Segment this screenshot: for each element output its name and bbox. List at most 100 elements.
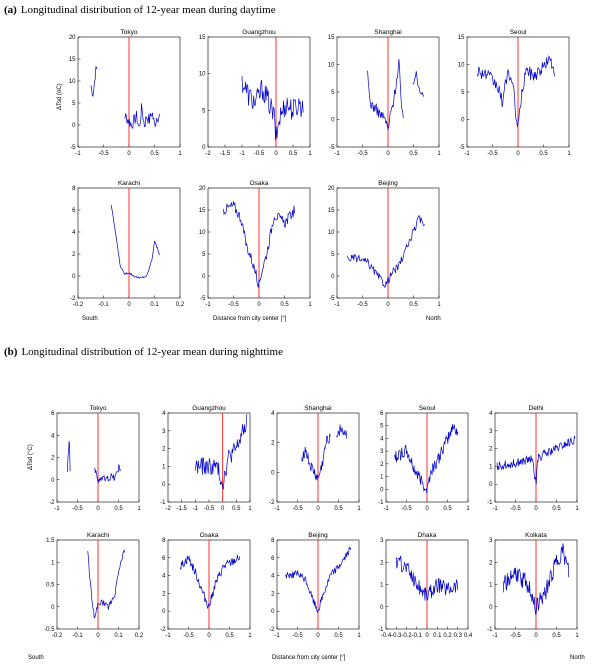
y-tick-label: -2 bbox=[70, 296, 76, 302]
series-line bbox=[285, 546, 352, 613]
y-tick-label: 6 bbox=[72, 208, 76, 214]
x-tick-label: 0 bbox=[425, 633, 429, 639]
x-tick-label: 0.5 bbox=[334, 506, 343, 512]
chart-6: Beijing -1 -0.5 0 0.5 1 -5 0 5 10 15 20 bbox=[328, 180, 442, 308]
chart-title: Beijing bbox=[378, 180, 398, 187]
y-tick-label: 20 bbox=[328, 186, 335, 192]
y-tick-label: 5 bbox=[461, 90, 465, 96]
x-tick-label: -1 bbox=[464, 151, 470, 157]
chart-title: Dhaka bbox=[418, 532, 437, 539]
y-tick-label: 2 bbox=[72, 252, 76, 258]
x-tick-label: -0.5 bbox=[292, 506, 303, 512]
y-tick-label: 0 bbox=[162, 609, 166, 615]
y-tick-label: -5 bbox=[70, 145, 76, 151]
x-tick-label: 0 bbox=[221, 506, 225, 512]
y-tick-label: -0.5 bbox=[44, 627, 55, 633]
series-line bbox=[496, 435, 576, 485]
chart-3: Seoul -1 -0.5 0 0.5 1 -5 0 5 10 15 bbox=[458, 29, 572, 157]
x-tick-label: 0.5 bbox=[409, 151, 418, 157]
x-tick-label: 0.3 bbox=[454, 633, 463, 639]
y-tick-label: 20 bbox=[199, 186, 206, 192]
x-tick-label: 0.4 bbox=[464, 633, 473, 639]
y-tick-label: 0 bbox=[51, 478, 55, 484]
x-tick-label: 1 bbox=[178, 151, 182, 157]
y-tick-label: 5 bbox=[202, 108, 206, 114]
y-tick-label: -5 bbox=[200, 296, 206, 302]
series-line bbox=[476, 54, 556, 127]
x-tick-label: -1 bbox=[334, 302, 340, 308]
y-tick-label: 3 bbox=[380, 449, 384, 455]
y-tick-label: 5 bbox=[380, 424, 384, 430]
x-tick-label: 0.1 bbox=[433, 633, 442, 639]
y-tick-label: 10 bbox=[458, 63, 465, 69]
series-line bbox=[222, 201, 296, 288]
x-tick-label: -1 bbox=[54, 506, 60, 512]
y-tick-label: 4 bbox=[162, 411, 166, 417]
x-tick-label: -0.2 bbox=[73, 302, 84, 308]
chart-14: Beijing -1 -0.5 0 0.5 1 -2 0 2 4 6 8 bbox=[269, 532, 361, 639]
x-tick-label: -0.2 bbox=[401, 633, 412, 639]
series-line bbox=[301, 433, 331, 481]
y-tick-label: 1 bbox=[51, 560, 55, 566]
y-tick-label: 10 bbox=[199, 72, 206, 78]
chart-title: Osaka bbox=[200, 532, 219, 539]
section-b-letter: (b) bbox=[4, 346, 18, 358]
x-tick-label: 1 bbox=[308, 302, 312, 308]
y-tick-label: 8 bbox=[162, 538, 166, 544]
y-tick-label: -5 bbox=[329, 145, 335, 151]
y-tick-label: -2 bbox=[160, 627, 166, 633]
chart-title: Karachi bbox=[118, 180, 140, 187]
x-tick-label: -2 bbox=[205, 151, 211, 157]
x-tick-label: 1 bbox=[567, 151, 571, 157]
x-tick-label: 0.5 bbox=[114, 506, 123, 512]
x-tick-label: -1 bbox=[274, 506, 280, 512]
x-tick-label: -0.5 bbox=[292, 633, 303, 639]
y-tick-label: 5 bbox=[331, 252, 335, 258]
y-tick-label: 2 bbox=[271, 441, 275, 447]
y-tick-label: -1 bbox=[487, 500, 493, 506]
x-tick-label: -0.5 bbox=[510, 633, 521, 639]
series-line bbox=[124, 103, 160, 129]
y-tick-label: 4 bbox=[51, 433, 55, 439]
x-tick-label: -1 bbox=[165, 633, 171, 639]
x-tick-label: 1 bbox=[575, 506, 579, 512]
y-tick-label: 15 bbox=[328, 208, 335, 214]
series-line bbox=[241, 75, 304, 141]
x-tick-label: 0 bbox=[516, 151, 520, 157]
x-tick-label: -0.5 bbox=[183, 633, 194, 639]
y-tick-label: -5 bbox=[459, 145, 465, 151]
x-tick-label: -0.1 bbox=[412, 633, 423, 639]
x-tick-label: 1 bbox=[357, 506, 361, 512]
series-line bbox=[367, 58, 404, 131]
y-tick-label: 0 bbox=[72, 274, 76, 280]
x-tick-label: -1 bbox=[239, 151, 245, 157]
y-tick-label: 2 bbox=[489, 447, 493, 453]
x-tick-label: 1 bbox=[248, 506, 252, 512]
series-line bbox=[346, 215, 425, 288]
y-tick-label: -1 bbox=[487, 627, 493, 633]
series-line bbox=[87, 549, 125, 619]
y-tick-label: 10 bbox=[328, 63, 335, 69]
x-tick-label: 1 bbox=[308, 151, 312, 157]
y-tick-label: 1 bbox=[489, 464, 493, 470]
section-b-title: Longitudinal distribution of 12-year mea… bbox=[21, 346, 283, 358]
x-tick-label: 0.5 bbox=[150, 151, 159, 157]
series-line bbox=[502, 543, 570, 616]
footer-south-a: South bbox=[82, 316, 98, 322]
x-tick-label: 0.1 bbox=[150, 302, 159, 308]
y-tick-label: 6 bbox=[271, 556, 275, 562]
section-a-heading: (a) Longitudinal distribution of 12-year … bbox=[4, 4, 276, 16]
y-tick-label: 2 bbox=[162, 591, 166, 597]
x-tick-label: 0.2 bbox=[443, 633, 452, 639]
x-tick-label: -1 bbox=[334, 151, 340, 157]
y-tick-label: 10 bbox=[328, 230, 335, 236]
x-tick-label: -0.5 bbox=[254, 151, 265, 157]
x-tick-label: 0 bbox=[127, 302, 131, 308]
chart-title: Shanghai bbox=[304, 405, 331, 412]
series-line bbox=[94, 463, 121, 483]
y-tick-label: 10 bbox=[69, 79, 76, 85]
y-tick-label: -1 bbox=[378, 627, 384, 633]
chart-5: Osaka -1 -0.5 0 0.5 1 -5 0 5 10 15 20 bbox=[199, 180, 313, 308]
y-tick-label: -2 bbox=[269, 627, 275, 633]
